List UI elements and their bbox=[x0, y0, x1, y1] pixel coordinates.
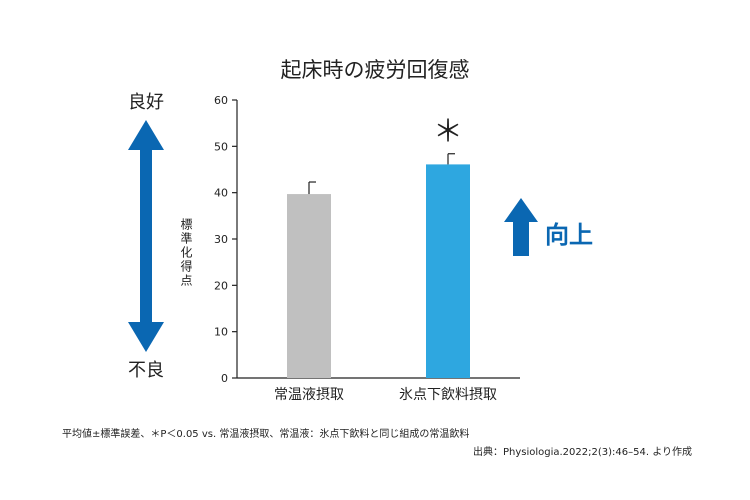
footnote: 平均値±標準誤差、＊P＜0.05 vs. 常温液摂取、常温液：氷点下飲料と同じ組… bbox=[62, 429, 470, 440]
improvement-arrow bbox=[504, 198, 538, 256]
x-category-label: 常温液摂取 bbox=[274, 387, 344, 403]
y-tick-label: 40 bbox=[214, 187, 228, 200]
bar bbox=[287, 194, 331, 378]
y-tick-label: 10 bbox=[214, 326, 228, 339]
y-axis-label: 標準化得点 bbox=[179, 218, 193, 288]
y-tick-label: 0 bbox=[221, 372, 228, 385]
source-citation: 出典：Physiologia.2022;2(3):46–54. より作成 bbox=[472, 447, 692, 458]
scale-top-label: 良好 bbox=[128, 92, 164, 113]
significance-marker: ＊ bbox=[433, 115, 463, 150]
y-tick-label: 20 bbox=[214, 279, 228, 292]
scale-bottom-label: 不良 bbox=[128, 360, 164, 381]
y-tick-label: 30 bbox=[214, 233, 228, 246]
y-tick-label: 60 bbox=[214, 94, 228, 107]
x-category-label: 氷点下飲料摂取 bbox=[399, 387, 497, 403]
improvement-label: 向上 bbox=[545, 221, 593, 249]
bar bbox=[426, 164, 470, 378]
y-tick-label: 50 bbox=[214, 140, 228, 153]
chart-title: 起床時の疲労回復感 bbox=[281, 58, 470, 82]
scale-double-arrow bbox=[128, 120, 164, 352]
